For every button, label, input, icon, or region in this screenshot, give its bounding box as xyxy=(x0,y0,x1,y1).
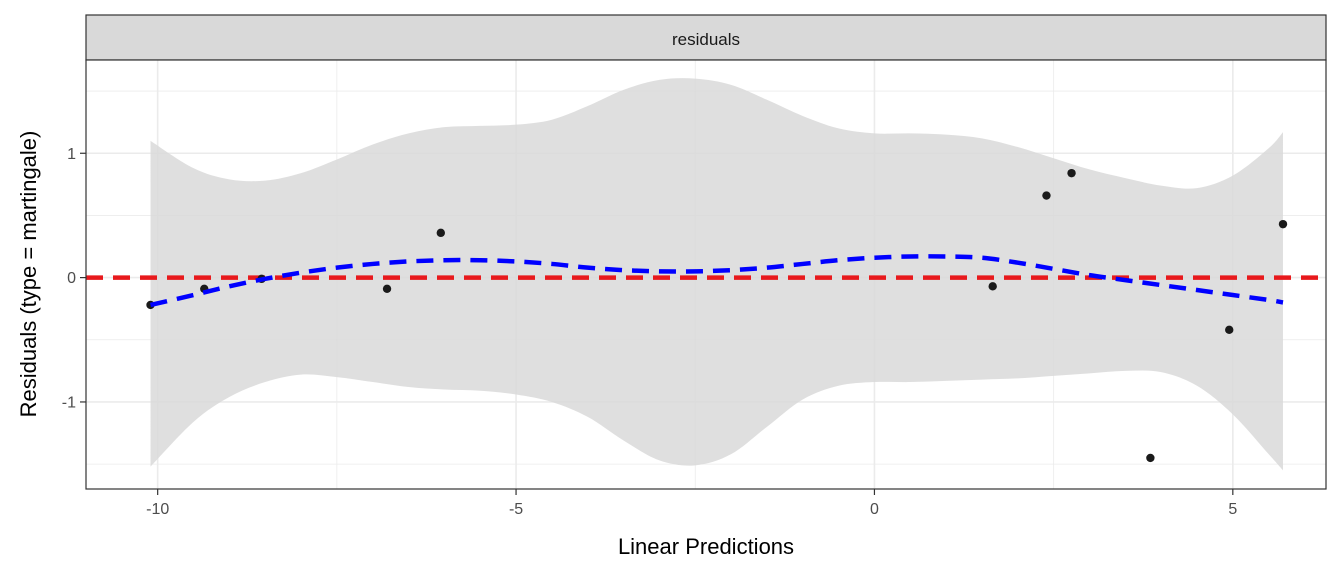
x-tick-label: 0 xyxy=(870,501,879,518)
confidence-band xyxy=(150,78,1283,471)
y-tick-label: 1 xyxy=(67,146,76,163)
y-tick-label: 0 xyxy=(67,270,76,287)
facet-strip xyxy=(85,14,1327,61)
y-axis: -1 0 1 xyxy=(62,146,86,411)
x-tick-label: -5 xyxy=(509,501,523,518)
y-tick-label: -1 xyxy=(62,394,76,411)
data-point xyxy=(1225,325,1234,335)
y-axis-title: Residuals (type = martingale) xyxy=(16,131,41,418)
smooth-trend-line xyxy=(150,254,1284,308)
x-tick-label: 5 xyxy=(1228,501,1237,518)
x-axis: -10 -5 0 5 xyxy=(146,489,1237,518)
data-point xyxy=(382,284,392,293)
x-axis-title: Linear Predictions xyxy=(618,534,794,559)
data-point xyxy=(1146,453,1155,463)
x-tick-label: -10 xyxy=(146,501,169,518)
panel-border xyxy=(85,59,1327,490)
data-point xyxy=(436,228,445,238)
data-point xyxy=(1278,219,1288,229)
data-points xyxy=(146,168,1288,463)
data-point xyxy=(1042,191,1051,200)
data-point xyxy=(988,282,997,291)
facet-strip-label: residuals xyxy=(672,30,740,49)
data-point xyxy=(1067,168,1076,178)
